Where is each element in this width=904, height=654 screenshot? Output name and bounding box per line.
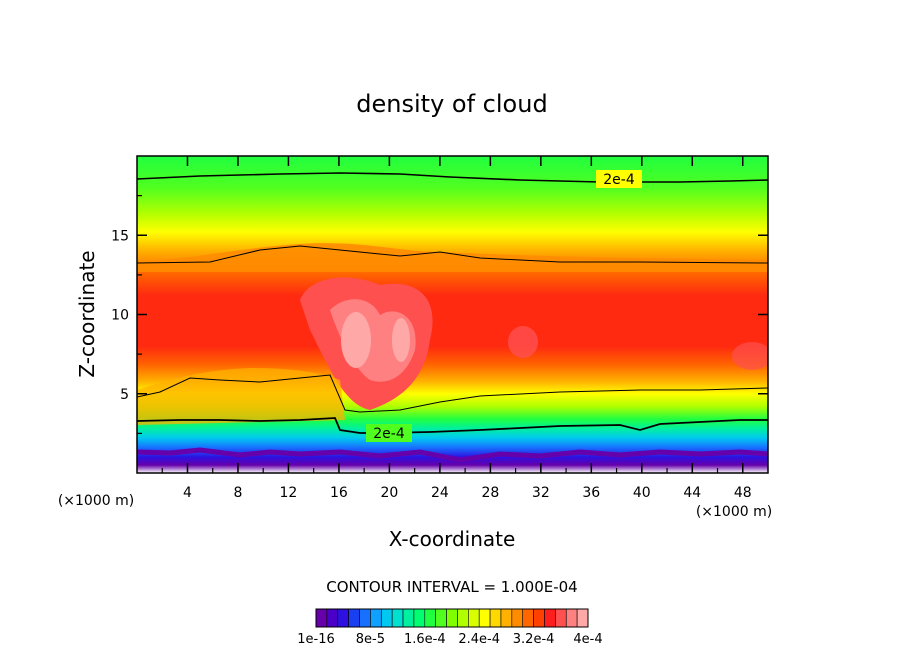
x-unit-left: (×1000 m) (58, 493, 134, 509)
x-tick-label: 8 (233, 485, 242, 501)
x-tick-label: 4 (183, 485, 192, 501)
colorbar-swatch (446, 608, 458, 628)
x-tick-label: 36 (582, 485, 600, 501)
contour-interval-text: CONTOUR INTERVAL = 1.000E-04 (326, 578, 577, 596)
colorbar-swatch (424, 608, 436, 628)
colorbar-swatch (468, 608, 480, 628)
colorbar-swatch (489, 608, 502, 628)
density-field (137, 156, 768, 473)
colorbar-swatch (457, 608, 469, 628)
colorbar-swatch (522, 608, 534, 628)
x-tick-label: 28 (481, 485, 499, 501)
lower-left-shelf (137, 368, 345, 425)
colorbar (315, 608, 589, 628)
y-axis-ticks: 5 10 15 (111, 195, 768, 434)
contour-label-bg-top (596, 170, 642, 188)
x-tick-label: 12 (280, 485, 298, 501)
colorbar-swatch (555, 608, 567, 628)
x-axis-label: X-coordinate (389, 527, 516, 551)
x-tick-label: 40 (633, 485, 651, 501)
colorbar-swatch (544, 608, 556, 628)
x-axis-ticks: 4 8 12 16 20 24 28 32 36 40 44 48 (161, 156, 752, 501)
y-tick-label: 5 (120, 387, 129, 403)
cloud-patch-48 (732, 342, 768, 370)
colorbar-swatch (326, 608, 339, 628)
plot-area: 2e-4 2e-4 (137, 156, 768, 473)
upper-warm-bulge (137, 243, 768, 272)
colorbar-swatch (315, 608, 328, 628)
contour-base (137, 447, 768, 463)
colorbar-swatch (576, 608, 589, 628)
y-axis-label: Z-coordinate (75, 250, 99, 377)
cloud-max-right (392, 318, 410, 362)
colorbar-swatch (478, 608, 491, 628)
colorbar-swatch (511, 608, 524, 628)
colorbar-label: 1.6e-4 (404, 632, 446, 647)
colorbar-label: 2.4e-4 (458, 632, 500, 647)
cloud-patch-32 (508, 326, 538, 358)
x-unit-right: (×1000 m) (696, 504, 772, 520)
colorbar-swatch (380, 608, 393, 628)
y-tick-label: 10 (111, 308, 129, 324)
contour-label-bg-bottom (366, 424, 412, 442)
cloud-max-left (341, 312, 371, 368)
colorbar-swatch (391, 608, 404, 628)
colorbar-swatch (337, 608, 349, 628)
contour-lower-thin (137, 374, 768, 413)
colorbar-frame (315, 608, 589, 628)
colorbar-label: 3.2e-4 (513, 632, 555, 647)
x-tick-label: 16 (330, 485, 348, 501)
contour-top (137, 172, 768, 183)
colorbar-swatch (348, 608, 360, 628)
contour-label-bottom: 2e-4 (373, 426, 405, 442)
colorbar-labels: 1e-16 8e-5 1.6e-4 2.4e-4 3.2e-4 4e-4 (297, 632, 602, 647)
colorbar-label: 4e-4 (573, 632, 602, 647)
x-tick-label: 24 (431, 485, 449, 501)
colorbar-swatch (500, 608, 513, 628)
x-tick-label: 20 (380, 485, 398, 501)
colorbar-swatch (413, 608, 426, 628)
colorbar-swatch (359, 608, 371, 628)
colorbar-swatch (402, 608, 415, 628)
colorbar-label: 8e-5 (356, 632, 385, 647)
x-tick-label: 32 (532, 485, 550, 501)
chart-title: density of cloud (356, 90, 547, 118)
x-tick-label: 44 (683, 485, 701, 501)
contour-upper (137, 245, 768, 264)
colorbar-swatch (435, 608, 447, 628)
contour-label-top: 2e-4 (603, 172, 635, 188)
colorbar-swatch (370, 608, 382, 628)
colorbar-label: 1e-16 (297, 632, 335, 647)
x-tick-label: 48 (734, 485, 752, 501)
colorbar-swatch (533, 608, 545, 628)
y-tick-label: 15 (111, 228, 129, 244)
colorbar-swatch (565, 608, 578, 628)
